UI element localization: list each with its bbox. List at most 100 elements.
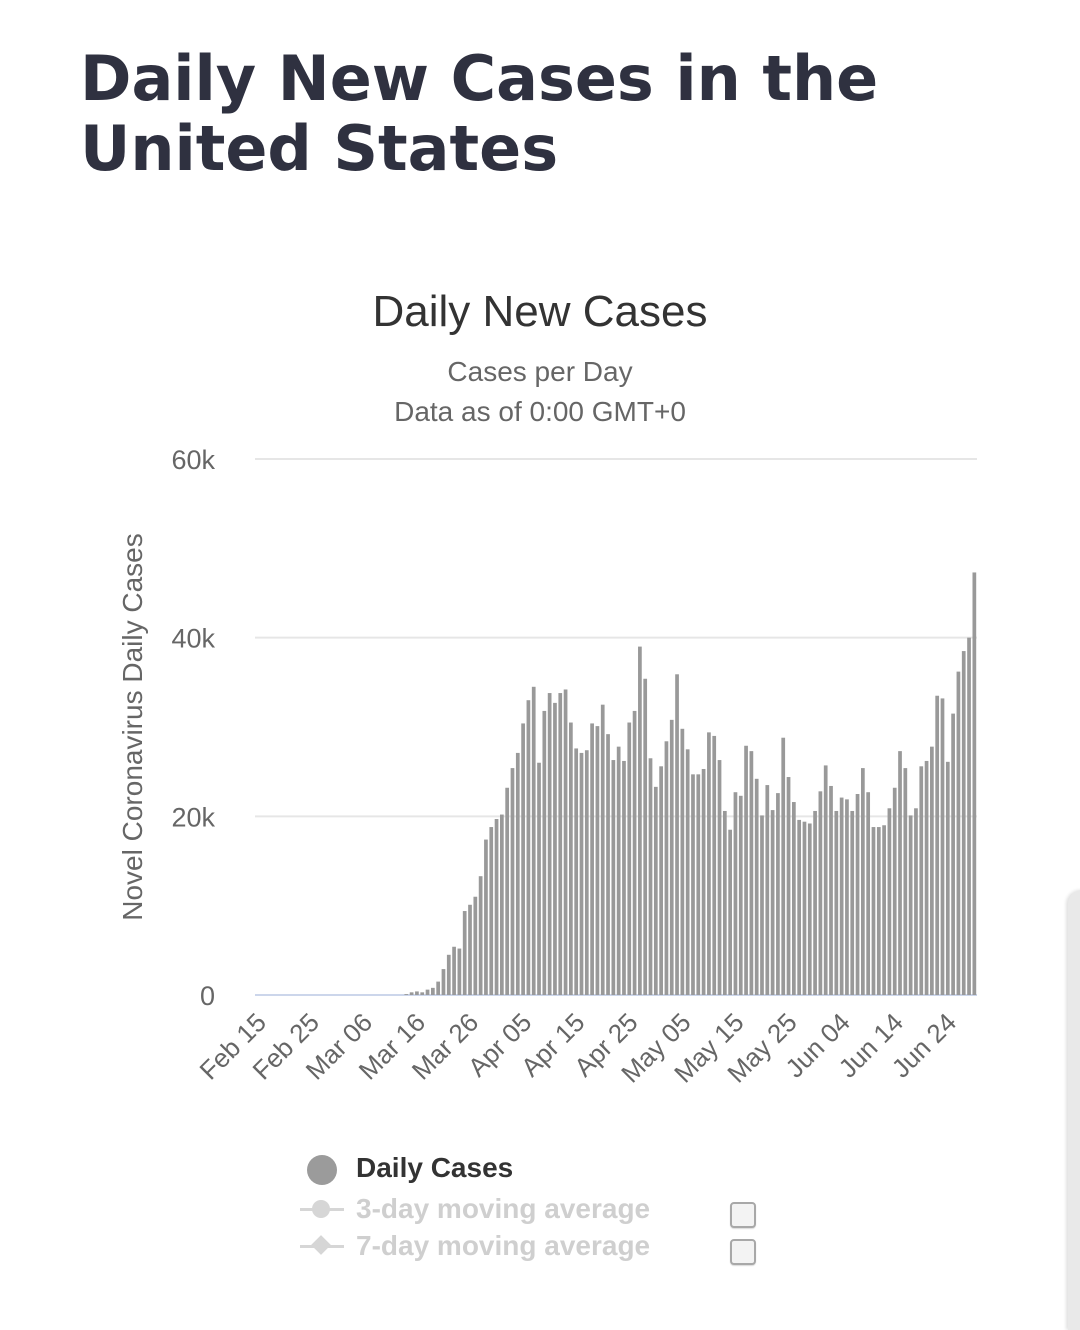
bar-daily-cases[interactable] <box>627 722 632 995</box>
bar-daily-cases[interactable] <box>834 810 839 995</box>
bar-daily-cases[interactable] <box>638 646 642 995</box>
bar-daily-cases[interactable] <box>701 768 706 995</box>
bar-daily-cases[interactable] <box>590 723 594 995</box>
bar-daily-cases[interactable] <box>430 987 435 995</box>
bar-daily-cases[interactable] <box>441 969 446 995</box>
bar-daily-cases[interactable] <box>882 825 886 995</box>
bar-daily-cases[interactable] <box>462 911 467 995</box>
bar-daily-cases[interactable] <box>908 815 913 995</box>
bar-daily-cases[interactable] <box>595 726 600 995</box>
bar-daily-cases[interactable] <box>972 572 977 995</box>
bar-daily-cases[interactable] <box>807 823 812 995</box>
bar-daily-cases[interactable] <box>415 991 419 995</box>
bar-daily-cases[interactable] <box>653 786 658 995</box>
bar-daily-cases[interactable] <box>611 760 616 995</box>
bar-daily-cases[interactable] <box>515 752 520 995</box>
bar-daily-cases[interactable] <box>961 651 966 995</box>
bar-daily-cases[interactable] <box>510 768 515 995</box>
bar-daily-cases[interactable] <box>738 795 743 995</box>
bar-daily-cases[interactable] <box>669 719 674 995</box>
bar-daily-cases[interactable] <box>728 829 732 995</box>
bar-daily-cases[interactable] <box>531 686 536 995</box>
bar-daily-cases[interactable] <box>622 760 626 995</box>
bar-daily-cases[interactable] <box>473 896 478 995</box>
bar-daily-cases[interactable] <box>722 810 727 995</box>
bar-daily-cases[interactable] <box>542 710 547 995</box>
bar-daily-cases[interactable] <box>643 678 648 995</box>
bar-daily-cases[interactable] <box>791 802 796 995</box>
bar-daily-cases[interactable] <box>892 787 897 995</box>
bar-daily-cases[interactable] <box>574 748 579 995</box>
legend-item-7-day-average[interactable]: 7-day moving average <box>300 1228 756 1265</box>
legend-item-3-day-average[interactable]: 3-day moving average <box>300 1191 756 1228</box>
bar-daily-cases[interactable] <box>707 732 711 995</box>
bar-daily-cases[interactable] <box>452 946 456 995</box>
bar-daily-cases[interactable] <box>446 954 451 995</box>
bar-daily-cases[interactable] <box>537 762 541 995</box>
bar-daily-cases[interactable] <box>478 876 483 995</box>
bar-daily-cases[interactable] <box>866 792 871 995</box>
bar-daily-cases[interactable] <box>553 702 557 995</box>
bar-daily-cases[interactable] <box>494 819 499 995</box>
bar-daily-cases[interactable] <box>956 671 961 995</box>
bar-daily-cases[interactable] <box>802 821 807 995</box>
bar-daily-cases[interactable] <box>797 819 802 995</box>
bar-daily-cases[interactable] <box>680 728 685 995</box>
bar-daily-cases[interactable] <box>940 698 945 995</box>
bar-daily-cases[interactable] <box>563 689 568 995</box>
bar-daily-cases[interactable] <box>930 746 934 995</box>
bar-daily-cases[interactable] <box>420 992 425 995</box>
bar-daily-cases[interactable] <box>839 797 844 995</box>
bar-daily-cases[interactable] <box>659 766 663 995</box>
bar-daily-cases[interactable] <box>685 749 690 995</box>
bar-daily-cases[interactable] <box>505 787 510 995</box>
bar-daily-cases[interactable] <box>600 704 605 995</box>
bar-daily-cases[interactable] <box>871 827 876 995</box>
bar-daily-cases[interactable] <box>935 695 940 995</box>
bar-daily-cases[interactable] <box>924 760 929 995</box>
bar-daily-cases[interactable] <box>558 693 563 995</box>
bar-daily-cases[interactable] <box>876 827 881 995</box>
bar-daily-cases[interactable] <box>648 758 653 995</box>
bar-daily-cases[interactable] <box>744 745 748 995</box>
bar-daily-cases[interactable] <box>754 778 759 995</box>
bar-daily-cases[interactable] <box>616 746 621 995</box>
bar-daily-cases[interactable] <box>829 785 833 995</box>
bar-daily-cases[interactable] <box>569 722 573 995</box>
bar-daily-cases[interactable] <box>664 741 669 995</box>
bar-daily-cases[interactable] <box>850 810 855 995</box>
bar-daily-cases[interactable] <box>855 794 860 995</box>
bar-daily-cases[interactable] <box>717 760 722 995</box>
bar-daily-cases[interactable] <box>712 735 717 995</box>
bar-daily-cases[interactable] <box>457 948 462 995</box>
bar-daily-cases[interactable] <box>468 904 472 995</box>
legend-item-daily-cases[interactable]: Daily Cases <box>300 1150 716 1186</box>
bar-daily-cases[interactable] <box>521 723 525 995</box>
bar-daily-cases[interactable] <box>781 737 786 995</box>
bar-daily-cases[interactable] <box>818 791 823 995</box>
bar-daily-cases[interactable] <box>823 765 828 995</box>
bar-daily-cases[interactable] <box>845 799 849 995</box>
bar-daily-cases[interactable] <box>404 994 409 995</box>
bar-daily-cases[interactable] <box>489 827 494 995</box>
bar-daily-cases[interactable] <box>951 713 955 995</box>
bar-daily-cases[interactable] <box>786 777 791 995</box>
bar-daily-cases[interactable] <box>696 774 701 995</box>
bar-daily-cases[interactable] <box>436 981 441 995</box>
bar-daily-cases[interactable] <box>749 751 754 995</box>
bar-daily-cases[interactable] <box>409 992 414 995</box>
bar-daily-cases[interactable] <box>500 814 504 995</box>
bar-daily-cases[interactable] <box>579 752 584 995</box>
bar-daily-cases[interactable] <box>526 700 531 995</box>
bar-daily-cases[interactable] <box>733 792 738 995</box>
bar-daily-cases[interactable] <box>425 989 430 995</box>
checkbox-7-day-average[interactable] <box>730 1239 756 1265</box>
bar-daily-cases[interactable] <box>675 674 679 995</box>
bar-daily-cases[interactable] <box>861 768 865 995</box>
bar-daily-cases[interactable] <box>765 785 770 995</box>
bar-daily-cases[interactable] <box>903 768 908 995</box>
bar-daily-cases[interactable] <box>606 734 610 995</box>
bar-daily-cases[interactable] <box>813 810 817 995</box>
bar-daily-cases[interactable] <box>776 793 780 995</box>
bar-daily-cases[interactable] <box>898 751 902 995</box>
